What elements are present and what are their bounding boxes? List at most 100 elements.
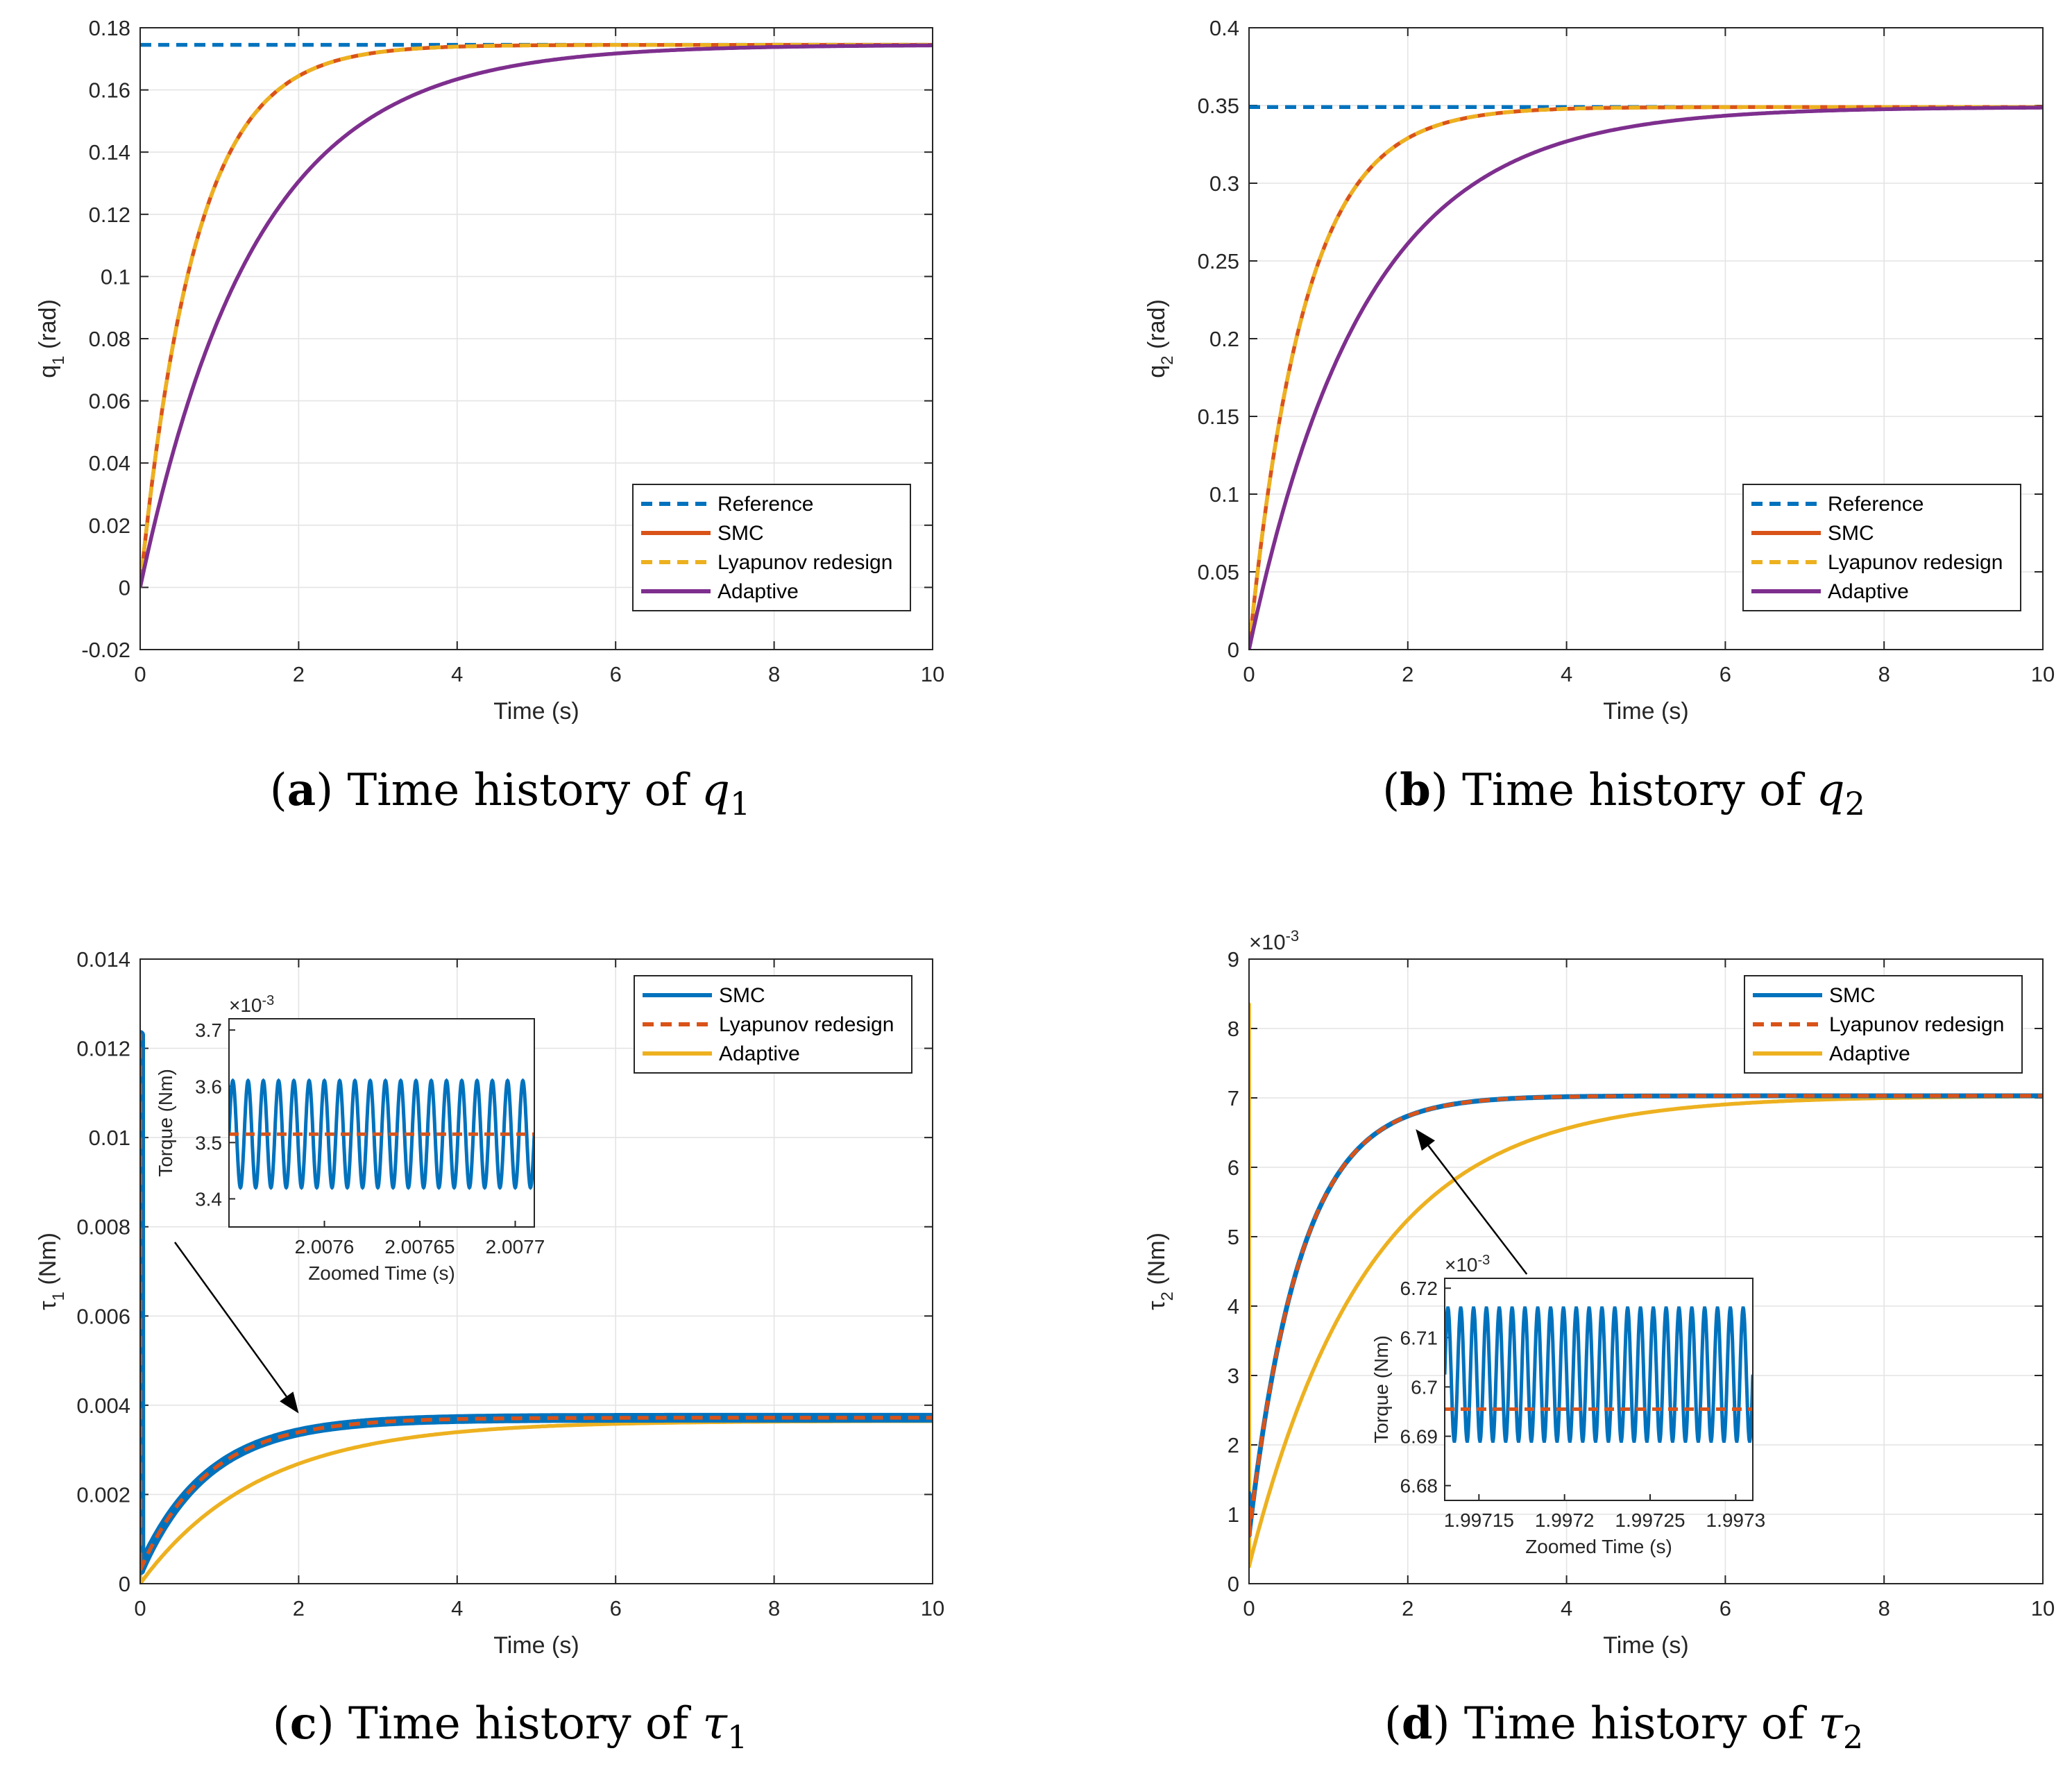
axes-box: [1248, 958, 2044, 1584]
y-axis-label-symbol: τ: [1144, 1301, 1170, 1310]
y-tick-label: 0.4: [1209, 16, 1239, 40]
zoom-arrow-head: [280, 1391, 299, 1414]
y-tick-label: 0: [119, 1572, 130, 1596]
caption-close: ): [1433, 1698, 1464, 1750]
legend: Reference SMC Lyapunov redesign Adaptive: [1742, 484, 2021, 611]
x-axis-label: Time (s): [493, 698, 579, 725]
y-tick-label: 0.08: [89, 327, 130, 351]
x-tick-label: 8: [1878, 1596, 1890, 1620]
inset-y-tick-label: 6.69: [1400, 1426, 1438, 1448]
y-axis-label-unit: (rad): [35, 299, 61, 355]
x-tick-label: 8: [768, 662, 780, 686]
caption-open: (: [273, 1698, 290, 1750]
inset-series-smc: [1445, 1306, 1753, 1443]
x-tick-label: 8: [768, 1596, 780, 1620]
x-tick-label: 6: [1719, 1596, 1731, 1620]
inset-exponent: ×10-3: [1445, 1253, 1490, 1276]
caption-space: [688, 765, 702, 816]
y-axis-label-unit: (rad): [1144, 299, 1170, 355]
legend-label: Lyapunov redesign: [717, 551, 892, 574]
legend-label: Adaptive: [1829, 1042, 1910, 1065]
y-axis-exponent: ×10-3: [1249, 927, 1299, 954]
inset-y-axis-label: Torque (Nm): [155, 1069, 176, 1177]
zoom-arrow-head: [1416, 1129, 1436, 1151]
inset-y-tick-label: 3.7: [195, 1019, 222, 1041]
caption-open: (: [1382, 765, 1400, 816]
caption-letter: c: [290, 1697, 317, 1750]
caption-subscript: 2: [1845, 785, 1865, 822]
panel-caption: (c) Time history of τ1: [273, 1697, 747, 1756]
caption-letter: b: [1400, 764, 1431, 816]
x-axis-label: Time (s): [493, 1632, 579, 1659]
y-tick-label: 0.008: [76, 1215, 130, 1239]
zoom-arrow-line: [1427, 1145, 1528, 1275]
legend-label: Reference: [717, 493, 813, 516]
y-tick-label: 0.2: [1209, 327, 1239, 351]
y-tick-label: 0.04: [89, 451, 130, 475]
y-tick-label: 0.18: [89, 16, 130, 40]
legend-label: Adaptive: [1828, 580, 1909, 603]
y-tick-label: 0.05: [1198, 560, 1239, 584]
y-tick-label: 7: [1228, 1086, 1239, 1110]
caption-subscript: 1: [727, 1718, 747, 1756]
y-tick-label: 0.002: [76, 1482, 130, 1507]
caption-text: Time history of: [1464, 1698, 1807, 1750]
inset-exponent-base: ×10: [229, 994, 262, 1016]
inset-x-tick-label: 2.0077: [486, 1236, 545, 1258]
y-tick-label: 0.1: [101, 264, 130, 289]
inset-y-tick-label: 6.72: [1400, 1278, 1438, 1299]
y-tick-label: 0.14: [89, 140, 130, 164]
series-line-lyapunov-redesign: [1249, 1094, 2043, 1537]
legend: SMC Lyapunov redesign Adaptive: [1744, 975, 2023, 1074]
y-axis-label-symbol: q: [35, 365, 61, 378]
inset-x-axis-label: Zoomed Time (s): [1525, 1536, 1672, 1557]
caption-close: ): [1431, 765, 1462, 816]
series-line-lyapunov-redesign: [140, 1033, 933, 1573]
x-tick-label: 0: [134, 1596, 146, 1620]
exponent-base: ×10: [1249, 930, 1286, 954]
caption-symbol: τ: [1818, 1698, 1844, 1750]
y-tick-label: 0.014: [76, 947, 130, 972]
x-tick-label: 8: [1878, 662, 1890, 686]
y-tick-label: 0.35: [1198, 94, 1239, 118]
inset-y-tick-label: 3.5: [195, 1132, 222, 1153]
caption-space: [688, 1698, 702, 1750]
x-tick-label: 2: [1402, 662, 1413, 686]
inset-plot-area: [1445, 1306, 1753, 1443]
inset-x-tick-label: 2.00765: [384, 1236, 455, 1258]
y-axis-label-symbol: τ: [35, 1301, 61, 1310]
legend-label: Adaptive: [717, 580, 799, 603]
caption-text: Time history of: [348, 1698, 691, 1750]
exponent-power: -3: [1286, 927, 1300, 945]
caption-text: Time history of: [1462, 765, 1805, 816]
y-tick-label: 0.25: [1198, 249, 1239, 273]
caption-symbol: q: [702, 765, 730, 816]
panel-c-tau1-time-history: 0 2 4 6 8 10 0 0.002 0.004 0.006 0.008 0.01 0.012 0.0…: [35, 947, 944, 1756]
panel-caption: (a) Time history of q1: [270, 764, 751, 822]
caption-subscript: 2: [1843, 1718, 1863, 1756]
y-axis-label-subscript: 2: [1158, 355, 1177, 364]
y-tick-label: 0.15: [1198, 405, 1239, 429]
x-tick-label: 4: [1561, 1596, 1572, 1620]
inset-exponent: ×10-3: [229, 993, 274, 1016]
caption-letter: a: [287, 764, 316, 816]
y-tick-label: 3: [1228, 1364, 1239, 1388]
legend-label: Lyapunov redesign: [719, 1013, 894, 1036]
y-axis-label-subscript: 2: [1158, 1292, 1177, 1301]
x-tick-label: 0: [1243, 662, 1255, 686]
zoom-arrow-line: [173, 1242, 287, 1397]
plot-area: [140, 42, 933, 588]
zoom-inset: 1.99715 1.9972 1.99725 1.9973 6.68 6.69 6.7 6.7…: [1370, 1129, 1765, 1557]
y-axis-label-symbol: q: [1144, 365, 1170, 378]
y-axis-label: q2 (rad): [1144, 299, 1177, 378]
inset-y-tick-label: 3.6: [195, 1076, 222, 1097]
inset-exponent-power: -3: [262, 993, 275, 1008]
caption-symbol: q: [1817, 765, 1845, 816]
plot-area: [1249, 105, 2043, 650]
series-line-adaptive: [140, 43, 933, 588]
y-tick-label: 0: [1228, 638, 1239, 662]
x-tick-label: 6: [1719, 662, 1731, 686]
y-tick-label: 5: [1228, 1225, 1239, 1249]
inset-x-tick-label: 1.9972: [1535, 1509, 1595, 1531]
